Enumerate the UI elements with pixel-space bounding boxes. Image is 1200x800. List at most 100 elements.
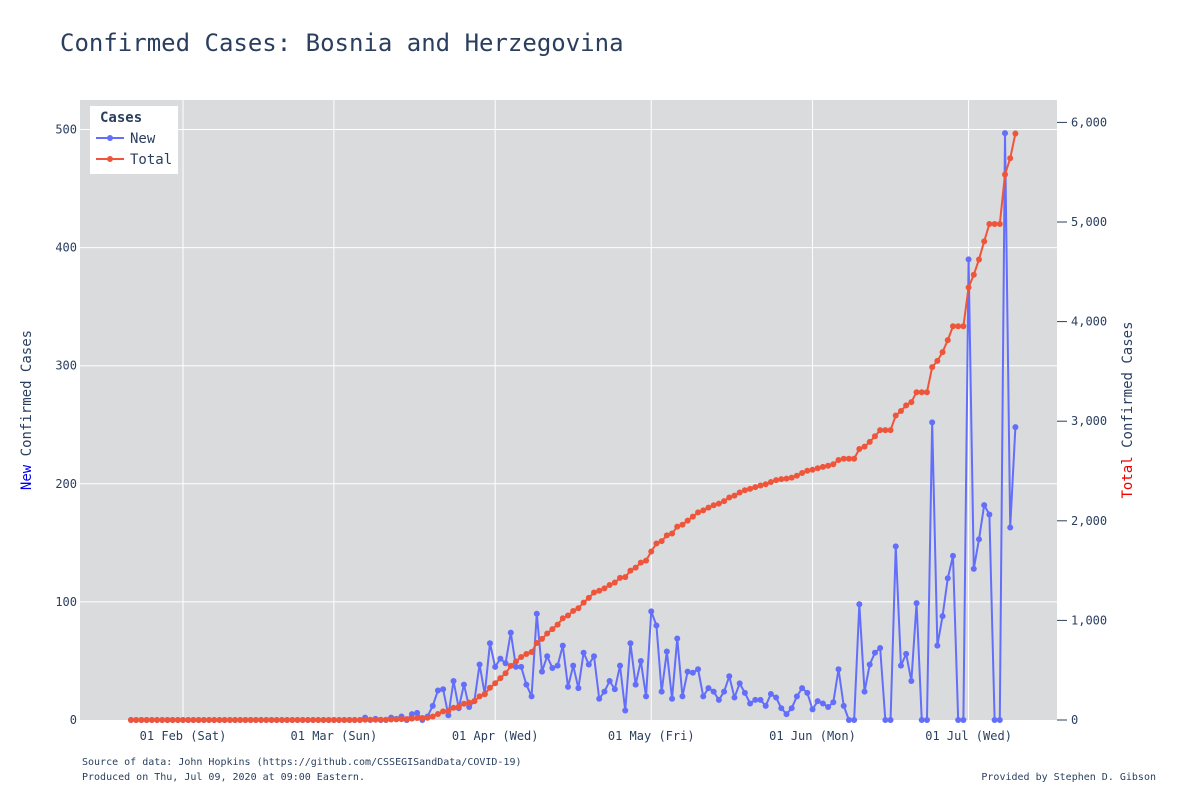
data-point-total — [866, 438, 873, 445]
data-point-new — [512, 663, 519, 670]
data-point-new — [793, 693, 800, 700]
data-point-total — [819, 463, 826, 470]
data-point-total — [606, 582, 613, 589]
x-tick-label: 01 Apr (Wed) — [452, 729, 539, 743]
data-point-new — [981, 502, 988, 509]
series-total — [128, 130, 1019, 723]
data-point-new — [643, 693, 650, 700]
data-point-new — [929, 419, 936, 426]
data-point-total — [169, 717, 176, 723]
data-point-total — [476, 693, 483, 700]
data-point-new — [434, 687, 441, 694]
data-point-total — [851, 455, 858, 462]
left-axis-title-highlight: New — [19, 464, 35, 490]
data-point-new — [554, 662, 561, 669]
data-point-total — [263, 717, 270, 723]
data-point-total — [783, 475, 790, 482]
data-point-total — [570, 607, 577, 614]
data-point-total — [226, 717, 233, 723]
data-point-total — [232, 717, 239, 723]
credit-note: Provided by Stephen D. Gibson — [981, 772, 1156, 783]
data-point-total — [715, 500, 722, 507]
data-point-total — [325, 717, 332, 723]
data-point-total — [554, 621, 561, 628]
data-point-total — [585, 594, 592, 601]
data-point-total — [460, 700, 467, 707]
data-point-new — [835, 666, 842, 673]
data-point-new — [637, 657, 644, 664]
data-point-total — [559, 615, 566, 622]
legend-entry-total: Total — [130, 152, 172, 168]
data-point-total — [252, 717, 259, 723]
data-point-total — [825, 462, 832, 469]
right-tick-label: 2,000 — [1071, 514, 1107, 528]
data-point-new — [523, 681, 530, 688]
data-point-total — [934, 357, 941, 364]
data-point-total — [918, 389, 925, 396]
data-point-total — [382, 716, 389, 723]
data-point-total — [429, 713, 436, 720]
data-point-new — [939, 613, 946, 620]
data-point-total — [871, 433, 878, 440]
data-point-total — [970, 271, 977, 278]
data-point-total — [284, 717, 291, 723]
data-point-new — [965, 256, 972, 263]
legend-title: Cases — [100, 110, 142, 126]
data-point-new — [627, 640, 634, 647]
data-point-new — [1007, 524, 1014, 531]
left-tick-label: 300 — [55, 359, 77, 373]
data-point-total — [762, 481, 769, 488]
data-point-total — [299, 717, 306, 723]
data-point-new — [559, 642, 566, 649]
data-point-new — [450, 678, 457, 685]
data-point-total — [1012, 130, 1019, 137]
data-point-total — [242, 717, 249, 723]
data-point-total — [700, 507, 707, 514]
left-tick-label: 0 — [70, 713, 77, 727]
data-point-total — [273, 717, 280, 723]
data-point-total — [346, 717, 353, 723]
data-point-total — [674, 523, 681, 530]
data-point-total — [174, 717, 181, 723]
data-point-total — [882, 427, 889, 434]
data-point-new — [1002, 130, 1008, 137]
data-point-total — [669, 530, 676, 537]
data-point-total — [596, 587, 603, 594]
data-point-total — [637, 559, 644, 566]
data-point-total — [793, 472, 800, 479]
data-point-new — [460, 681, 467, 688]
data-point-total — [549, 626, 556, 633]
data-point-new — [851, 717, 858, 723]
data-point-total — [341, 717, 348, 723]
data-point-new — [492, 663, 499, 670]
data-point-new — [606, 678, 613, 685]
right-tick-label: 1,000 — [1071, 613, 1107, 627]
data-point-total — [372, 716, 379, 723]
data-point-total — [804, 467, 811, 474]
data-point-total — [237, 717, 244, 723]
legend-entry-new: New — [130, 131, 156, 147]
data-point-new — [653, 622, 660, 629]
data-point-new — [705, 685, 712, 692]
data-point-total — [148, 717, 155, 723]
data-point-total — [133, 717, 140, 723]
right-tick-label: 4,000 — [1071, 315, 1107, 329]
data-point-total — [138, 717, 145, 723]
data-point-new — [877, 644, 884, 651]
data-point-new — [923, 717, 930, 723]
data-point-new — [658, 688, 665, 695]
data-point-total — [965, 284, 972, 291]
data-point-total — [528, 648, 535, 655]
data-point-total — [840, 455, 847, 462]
right-tick-label: 0 — [1071, 713, 1078, 727]
data-point-total — [986, 221, 993, 227]
data-point-total — [424, 714, 431, 721]
data-point-total — [601, 585, 608, 592]
data-point-new — [632, 681, 639, 688]
data-point-new — [710, 688, 717, 695]
data-point-new — [528, 693, 535, 700]
data-point-total — [278, 717, 285, 723]
data-point-total — [726, 494, 733, 501]
data-point-new — [695, 666, 702, 673]
